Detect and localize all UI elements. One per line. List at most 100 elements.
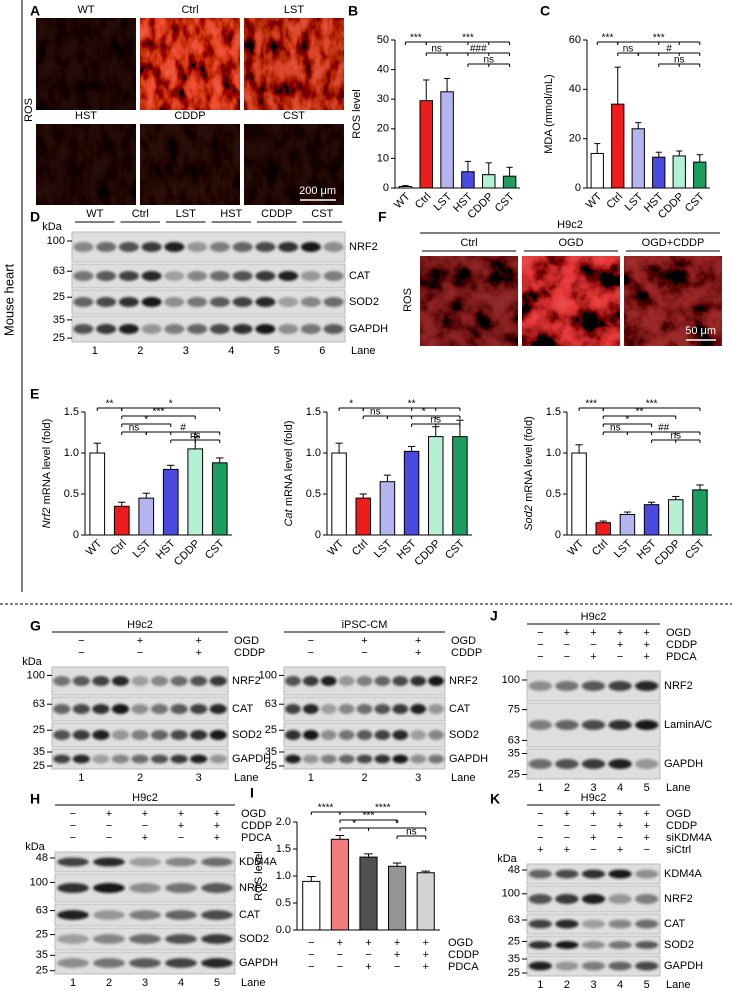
condition-sign: + (564, 808, 570, 820)
condition-sign: + (590, 651, 596, 663)
sig-label: **** (318, 803, 334, 814)
sig-label: * (169, 399, 173, 410)
lane-label: Lane (666, 979, 690, 991)
blot-band (255, 324, 276, 334)
condition-sign: + (214, 832, 220, 844)
bar (571, 452, 587, 536)
blot-band (278, 297, 299, 307)
lane-number: 6 (319, 345, 325, 357)
blot-band (57, 958, 89, 968)
condition-sign: + (643, 820, 649, 832)
blot-band (118, 242, 139, 252)
marker-label: 25 (265, 724, 277, 736)
blot-band (57, 857, 89, 867)
condition-sign: + (590, 808, 596, 820)
bar (302, 880, 321, 931)
blot-band (323, 324, 344, 334)
condition-sign: + (643, 651, 649, 663)
condition-sign: + (195, 647, 201, 659)
blot-band (278, 271, 299, 281)
lane-number: 3 (183, 345, 189, 357)
sig-label: * (352, 819, 356, 830)
sig-label: * (349, 399, 353, 410)
image-label: CDDP (174, 110, 205, 122)
condition-sign: − (564, 651, 570, 663)
protein-label: KDM4A (664, 868, 703, 880)
condition-sign: + (415, 635, 421, 647)
lane-label: Lane (451, 772, 475, 784)
micrograph-shade (140, 18, 240, 110)
blot-band (410, 730, 427, 740)
blot-strip (71, 315, 346, 343)
blot-band (302, 730, 319, 740)
condition-sign: − (106, 820, 112, 832)
blot-band (129, 883, 161, 893)
condition-name: PDCA (448, 961, 479, 973)
condition-sign: − (337, 961, 343, 973)
blot-band (131, 676, 149, 686)
y-tick-label: 10 (377, 152, 389, 164)
bar (452, 436, 468, 536)
blot-band (555, 720, 579, 730)
condition-sign: + (590, 832, 596, 844)
marker-label: 25 (508, 935, 520, 947)
bar (355, 497, 371, 536)
condition-sign: + (195, 635, 201, 647)
bar (631, 128, 645, 189)
sig-label: ns (674, 55, 685, 66)
blot-band (428, 704, 444, 714)
blot-band (129, 910, 161, 920)
x-tick-label: LST (612, 538, 635, 561)
y-tick-label: 1.5 (64, 406, 79, 418)
blot-band (209, 754, 227, 764)
blot-band (338, 704, 355, 714)
blot-band (111, 676, 130, 686)
x-tick-label: CST (493, 190, 517, 214)
y-tick-label: 1.5 (546, 406, 561, 418)
condition-sign: − (78, 647, 84, 659)
blot-band (190, 704, 208, 714)
bar (211, 462, 228, 536)
condition-sign: + (643, 808, 649, 820)
blot-band (410, 704, 427, 714)
condition-name: CDDP (666, 639, 697, 651)
group-label: LST (176, 208, 196, 220)
marker-label: 35 (508, 747, 520, 759)
bar (652, 156, 666, 189)
bar (398, 186, 413, 189)
blot-band (111, 730, 130, 740)
bar (330, 838, 349, 931)
condition-sign: − (70, 820, 76, 832)
blot-band (190, 730, 208, 740)
blot-band (374, 676, 391, 686)
condition-sign: − (394, 961, 400, 973)
kda-label: kDa (22, 656, 42, 668)
x-tick-label: CDDP (412, 538, 443, 569)
condition-sign: + (214, 820, 220, 832)
y-tick-label: 0 (315, 529, 321, 541)
image-label: HST (75, 110, 97, 122)
protein-label: NRF2 (239, 882, 268, 894)
bar (502, 175, 517, 189)
micrograph-shade (244, 18, 344, 110)
bar (482, 174, 496, 189)
bar (388, 865, 407, 931)
bar (187, 448, 204, 536)
blot-band (150, 704, 169, 714)
condition-name: OGD (241, 808, 266, 820)
blot-band (73, 297, 94, 307)
protein-label: GAPDH (664, 960, 703, 972)
condition-name: CDDP (451, 647, 482, 659)
sig-label: ** (106, 399, 114, 410)
protein-label: CAT (349, 270, 370, 282)
gene-name: Cat (283, 508, 295, 526)
blot-band (111, 754, 130, 764)
lane-number: 4 (617, 782, 623, 794)
blot-band (302, 704, 319, 714)
image-label: OGD (558, 237, 583, 249)
blot-band (555, 961, 579, 971)
blot-band (73, 324, 94, 334)
sig-label: ### (470, 44, 487, 55)
